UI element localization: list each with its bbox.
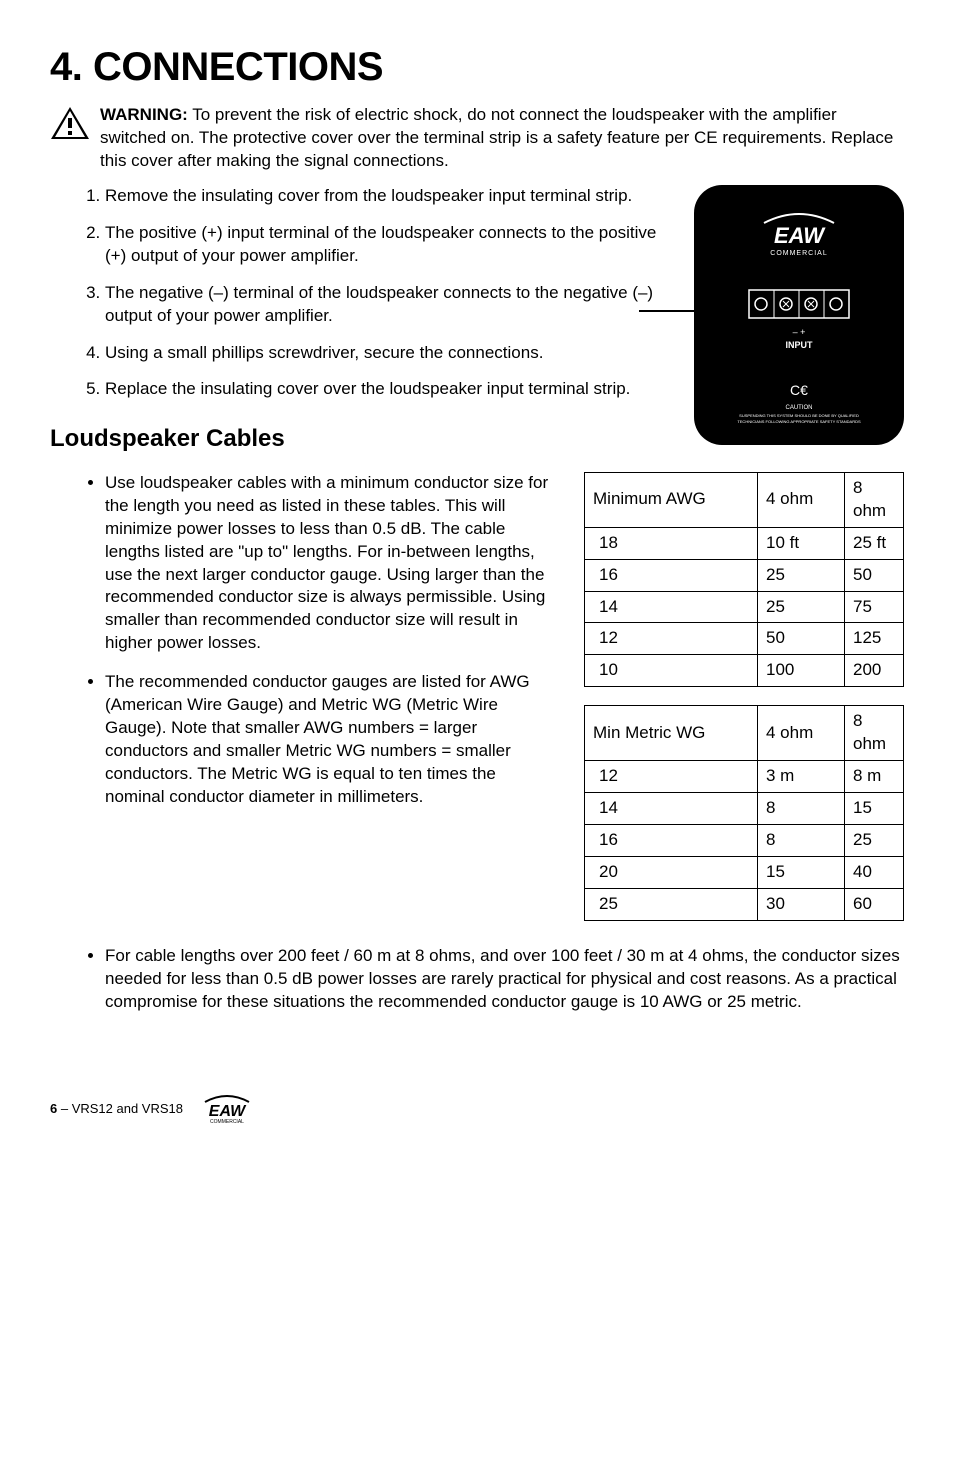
speaker-panel-graphic: EAW COMMERCIAL – + INPUT C€ CAUTION SUSP… [694,185,904,445]
table-row: 14815 [585,793,904,825]
table-row: 1250125 [585,623,904,655]
table-row: 10100200 [585,655,904,687]
table-cell: 18 [585,527,758,559]
table-cell: 8 m [845,761,904,793]
table-cell: 15 [758,857,845,889]
page-heading: 4. CONNECTIONS [50,40,904,94]
warning-label: WARNING: [100,105,188,124]
table-header-cell: Minimum AWG [585,472,758,527]
table-cell: 25 ft [845,527,904,559]
table-cell: 30 [758,888,845,920]
table-cell: 125 [845,623,904,655]
warning-body: To prevent the risk of electric shock, d… [100,105,893,170]
table-cell: 10 ft [758,527,845,559]
table-header-cell: 4 ohm [758,706,845,761]
table-cell: 200 [845,655,904,687]
bullet-list-upper: Use loudspeaker cables with a minimum co… [50,472,554,809]
warning-triangle-icon [50,106,90,147]
table-header-cell: 8 ohm [845,706,904,761]
table-cell: 100 [758,655,845,687]
footer-model: VRS12 and VRS18 [72,1101,183,1116]
table-cell: 20 [585,857,758,889]
brand-sub-text: COMMERCIAL [770,250,827,257]
footer-text: 6 – VRS12 and VRS18 [50,1100,183,1118]
table-cell: 12 [585,623,758,655]
table-row: 162550 [585,559,904,591]
polarity-text: – + [793,327,806,337]
table-header-cell: Min Metric WG [585,706,758,761]
metric-table: Min Metric WG 4 ohm 8 ohm 123 m8 m 14815… [584,705,904,921]
page-footer: 6 – VRS12 and VRS18 EAW COMMERCIAL [50,1094,904,1124]
caution-fine-1: SUSPENDING THIS SYSTEM SHOULD BE DONE BY… [739,413,859,418]
awg-table: Minimum AWG 4 ohm 8 ohm 1810 ft25 ft 162… [584,472,904,688]
table-cell: 50 [845,559,904,591]
svg-text:COMMERCIAL: COMMERCIAL [210,1119,244,1124]
leader-line [639,310,694,312]
table-cell: 16 [585,825,758,857]
table-cell: 25 [845,825,904,857]
warning-text: WARNING: To prevent the risk of electric… [100,104,904,173]
step-text: The negative (–) terminal of the loudspe… [105,282,665,328]
table-cell: 14 [585,793,758,825]
table-row: 253060 [585,888,904,920]
table-cell: 12 [585,761,758,793]
table-row: 123 m8 m [585,761,904,793]
table-cell: 3 m [758,761,845,793]
input-text: INPUT [786,340,814,350]
eaw-logo-icon: EAW COMMERCIAL [197,1094,257,1124]
table-cell: 75 [845,591,904,623]
step-text: The positive (+) input terminal of the l… [105,222,665,268]
table-row: 1810 ft25 ft [585,527,904,559]
bullet-list-lower: For cable lengths over 200 feet / 60 m a… [50,945,904,1014]
table-cell: 25 [758,591,845,623]
table-cell: 8 [758,825,845,857]
warning-block: WARNING: To prevent the risk of electric… [50,104,904,173]
table-row: 201540 [585,857,904,889]
bullet-item: Use loudspeaker cables with a minimum co… [105,472,554,656]
table-cell: 40 [845,857,904,889]
table-cell: 50 [758,623,845,655]
table-cell: 15 [845,793,904,825]
table-header-cell: 4 ohm [758,472,845,527]
step-text: Remove the insulating cover from the lou… [105,185,665,208]
table-row: 142575 [585,591,904,623]
footer-sep: – [57,1101,71,1116]
table-cell: 10 [585,655,758,687]
table-cell: 60 [845,888,904,920]
bullet-item: The recommended conductor gauges are lis… [105,671,554,809]
ce-mark: C€ [790,382,808,398]
table-cell: 25 [758,559,845,591]
caution-fine-2: TECHNICIANS FOLLOWING APPROPRIATE SAFETY… [737,419,861,424]
svg-text:EAW: EAW [209,1103,247,1120]
table-cell: 25 [585,888,758,920]
table-cell: 16 [585,559,758,591]
table-row: 16825 [585,825,904,857]
caution-text: CAUTION [786,405,813,411]
table-cell: 8 [758,793,845,825]
table-cell: 14 [585,591,758,623]
brand-text: EAW [774,223,826,248]
table-row: Min Metric WG 4 ohm 8 ohm [585,706,904,761]
table-row: Minimum AWG 4 ohm 8 ohm [585,472,904,527]
bullet-item: For cable lengths over 200 feet / 60 m a… [105,945,904,1014]
table-header-cell: 8 ohm [845,472,904,527]
